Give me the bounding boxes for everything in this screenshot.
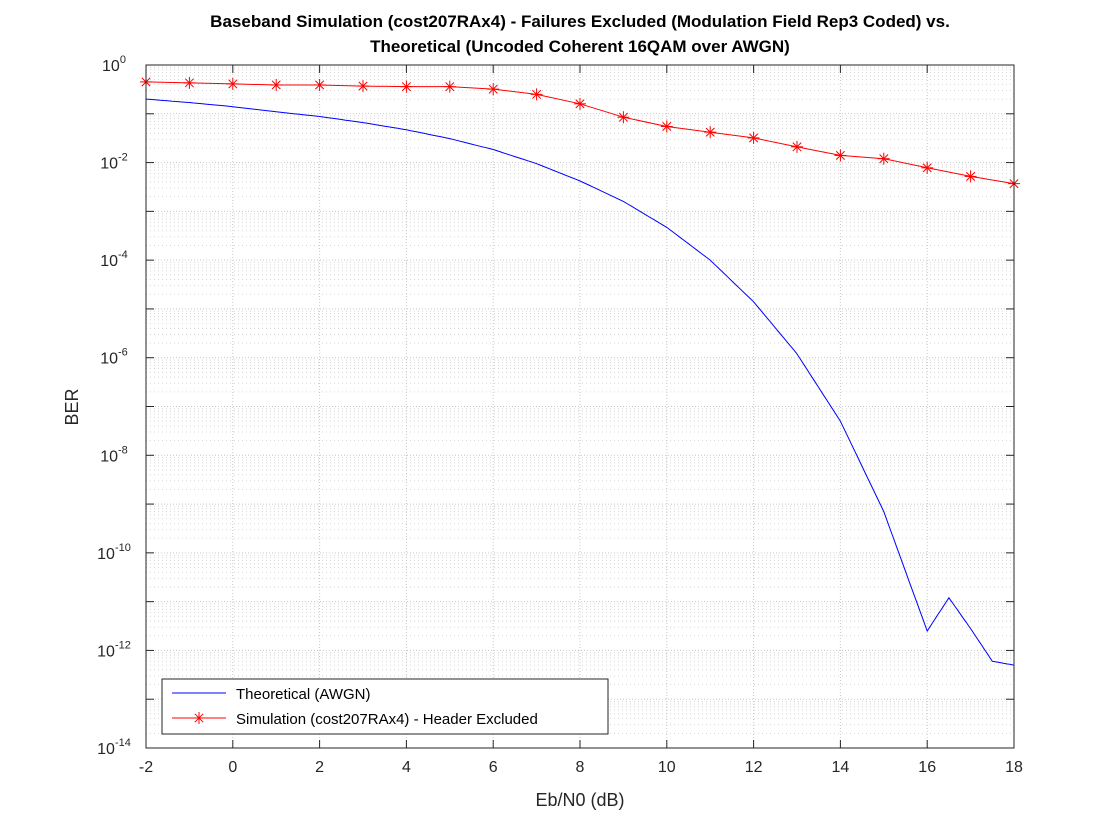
data-point-simulation [877,152,890,165]
legend-marker-asterisk [193,712,205,724]
data-point-simulation [487,83,500,96]
y-axis-label: BER [62,388,82,425]
data-point-simulation [400,80,413,93]
x-tick-label: 14 [832,759,850,776]
data-point-simulation [226,77,239,90]
legend-label-simulation: Simulation (cost207RAx4) - Header Exclud… [236,711,538,728]
y-tick-label: 10-10 [97,542,131,563]
x-axis-label: Eb/N0 (dB) [535,790,624,810]
legend-label-theoretical: Theoretical (AWGN) [236,686,370,703]
x-tick-label: 12 [745,759,763,776]
data-point-simulation [964,170,977,183]
tick-labels: -2 0 2 4 6 8 10 12 14 16 18 10-14 10-12 10-10 10-8 10-6… [97,54,1023,776]
data-point-simulation [747,131,760,144]
data-point-simulation [791,140,803,153]
data-point-simulation [357,80,369,93]
y-tick-label: 10-4 [100,249,128,270]
legend: Theoretical (AWGN) Simulation (cost207RA… [161,678,609,735]
x-tick-label: 4 [402,759,411,776]
data-point-simulation [183,76,196,89]
plot-area: -2 0 2 4 6 8 10 12 14 16 18 10-14 10-12 10-10 10-8 10-6… [97,54,1023,776]
data-point-simulation [270,78,283,91]
data-point-simulation [574,97,586,110]
series-line-theoretical [145,98,1015,666]
data-point-simulation [921,161,934,174]
chart-title-line2: Theoretical (Uncoded Coherent 16QAM over… [370,37,790,56]
x-tick-label: 8 [576,759,585,776]
chart-title-line1: Baseband Simulation (cost207RAx4) - Fail… [210,12,950,31]
y-tick-label: 10-14 [97,737,131,758]
data-point-simulation [834,149,847,162]
x-tick-label: 0 [228,759,237,776]
data-point-simulation [617,111,630,124]
y-tick-label: 10-6 [100,347,128,368]
legend-box [161,678,609,735]
y-tick-label: 100 [102,54,126,75]
y-tick-label: 10-8 [100,444,128,465]
axis-ticks [145,64,1015,749]
x-tick-label: 2 [315,759,324,776]
x-tick-label: 18 [1005,759,1023,776]
y-tick-label: 10-2 [100,152,128,173]
legend-asterisk [193,712,205,724]
series-layer [140,75,1020,666]
data-point-simulation [660,120,673,133]
data-point-simulation [530,88,543,101]
x-tick-label: 16 [918,759,936,776]
x-tick-label: 6 [489,759,498,776]
x-tick-label: 10 [658,759,676,776]
data-point-simulation [443,80,456,93]
data-point-simulation [704,126,717,139]
y-tick-label: 10-12 [97,639,131,660]
x-tick-label: -2 [139,759,153,776]
data-point-simulation [313,78,326,91]
